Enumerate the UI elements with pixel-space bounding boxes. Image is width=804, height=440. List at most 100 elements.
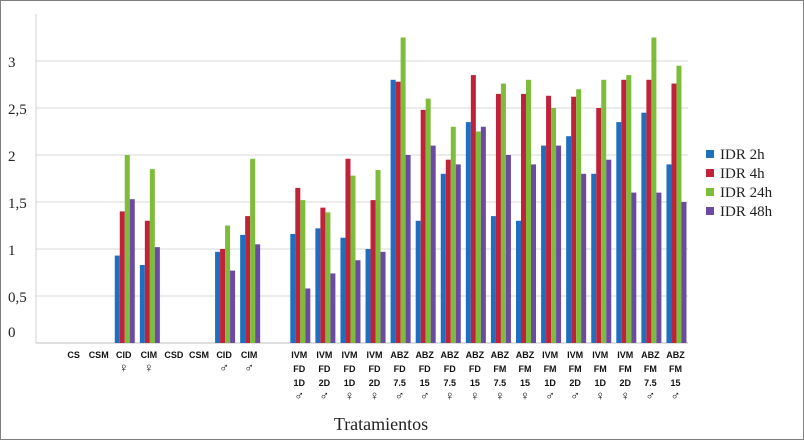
x-tick-label: ABZ (641, 350, 660, 360)
legend-label: IDR 24h (720, 185, 773, 201)
x-tick-label: IVM (592, 350, 608, 360)
bar-idr-4h (220, 249, 226, 343)
x-tick-label: ♀ (370, 388, 380, 403)
bar-idr-2h (666, 164, 672, 343)
x-tick-label: ♂ (420, 388, 430, 403)
legend-label: IDR 4h (720, 166, 765, 182)
x-tick-label: FD (318, 364, 330, 374)
bar-idr-4h (295, 187, 301, 343)
bar-idr-24h (300, 200, 306, 343)
x-tick-label: FM (569, 364, 582, 374)
x-tick-label: ABZ (390, 350, 409, 360)
bar-idr-48h (631, 192, 637, 343)
y-tick-label: 1,5 (8, 196, 27, 212)
x-tick-label: ♀ (119, 360, 129, 375)
bar-idr-24h (676, 65, 682, 343)
bar-idr-2h (290, 233, 296, 343)
x-tick-label: IVM (617, 350, 633, 360)
x-tick-label: CS (67, 350, 80, 360)
bar-idr-24h (325, 212, 331, 343)
x-tick-label: 15 (420, 378, 430, 388)
x-tick-label: FM (644, 364, 657, 374)
legend-label: IDR 48h (720, 204, 773, 220)
x-tick-label: ♂ (671, 388, 681, 403)
x-tick-label: FM (594, 364, 607, 374)
bar-idr-48h (154, 247, 160, 343)
bar-idr-48h (556, 145, 562, 343)
bar-idr-4h (671, 83, 677, 343)
x-tick-label: 15 (670, 378, 680, 388)
x-tick-label: ABZ (516, 350, 535, 360)
bar-idr-4h (495, 93, 501, 344)
bar-idr-4h (445, 159, 451, 343)
x-tick-label: ♂ (646, 388, 656, 403)
x-tick-label: 2D (319, 378, 331, 388)
x-tick-label: ♂ (244, 360, 254, 375)
bar-idr-4h (621, 79, 627, 344)
x-tick-label: CSD (164, 350, 184, 360)
legend-swatch (706, 188, 714, 196)
x-tick-label: 7.5 (444, 378, 457, 388)
bar-idr-48h (430, 145, 436, 343)
bar-idr-4h (546, 95, 552, 343)
bar-idr-24h (551, 108, 557, 343)
x-tick-label: CIM (141, 350, 158, 360)
y-tick-label: 1 (8, 243, 16, 259)
bar-idr-4h (470, 75, 476, 343)
bar-idr-4h (245, 216, 251, 343)
x-tick-label: CIM (241, 350, 258, 360)
x-tick-label: CID (116, 350, 132, 360)
bar-idr-48h (330, 273, 336, 343)
x-tick-label: FM (519, 364, 532, 374)
x-tick-label: FD (343, 364, 355, 374)
bar-idr-2h (240, 234, 246, 343)
bar-idr-2h (340, 237, 346, 343)
x-tick-label: FM (669, 364, 682, 374)
x-tick-label: IVM (567, 350, 583, 360)
x-tick-label: ♀ (144, 360, 154, 375)
x-tick-label: FD (369, 364, 381, 374)
bar-idr-24h (526, 79, 531, 344)
bar-idr-48h (380, 251, 386, 343)
x-tick-label: IVM (367, 350, 383, 360)
x-tick-label: FM (493, 364, 506, 374)
x-tick-label: ♀ (495, 388, 505, 403)
x-tick-label: 15 (520, 378, 530, 388)
bar-idr-24h (350, 175, 356, 343)
bar-idr-24h (149, 169, 155, 343)
legend-label: IDR 2h (720, 147, 765, 163)
bar-idr-4h (345, 158, 351, 343)
x-tick-label: 1D (544, 378, 556, 388)
bar-idr-24h (475, 131, 481, 343)
bar-idr-4h (596, 108, 602, 343)
bar-idr-24h (375, 170, 381, 343)
x-tick-label: ♀ (470, 388, 480, 403)
bar-idr-2h (516, 220, 521, 343)
bar-idr-2h (315, 228, 321, 343)
x-tick-label: FM (544, 364, 557, 374)
y-tick-label: 3 (8, 55, 16, 71)
x-tick-label: ♀ (595, 388, 605, 403)
x-tick-label: FD (419, 364, 431, 374)
x-tick-label: IVM (316, 350, 332, 360)
x-tick-label: ♂ (320, 388, 330, 403)
x-tick-label: ♂ (395, 388, 405, 403)
bar-idr-24h (651, 37, 657, 343)
x-tick-label: ♀ (445, 388, 455, 403)
x-tick-label: 1D (294, 378, 306, 388)
bar-idr-2h (541, 145, 547, 343)
y-tick-label: 2 (8, 149, 16, 165)
bar-idr-24h (500, 83, 506, 343)
bar-idr-2h (114, 255, 120, 343)
legend-swatch (706, 150, 714, 158)
x-tick-label: IVM (291, 350, 307, 360)
bar-idr-48h (606, 159, 612, 343)
x-tick-label: IVM (542, 350, 558, 360)
bar-idr-48h (455, 164, 461, 343)
bar-idr-2h (415, 220, 421, 343)
bar-idr-4h (370, 200, 376, 343)
bar-idr-48h (681, 202, 687, 343)
x-tick-label: ♀ (620, 388, 630, 403)
x-tick-label: 1D (344, 378, 356, 388)
bar-idr-48h (355, 260, 361, 343)
